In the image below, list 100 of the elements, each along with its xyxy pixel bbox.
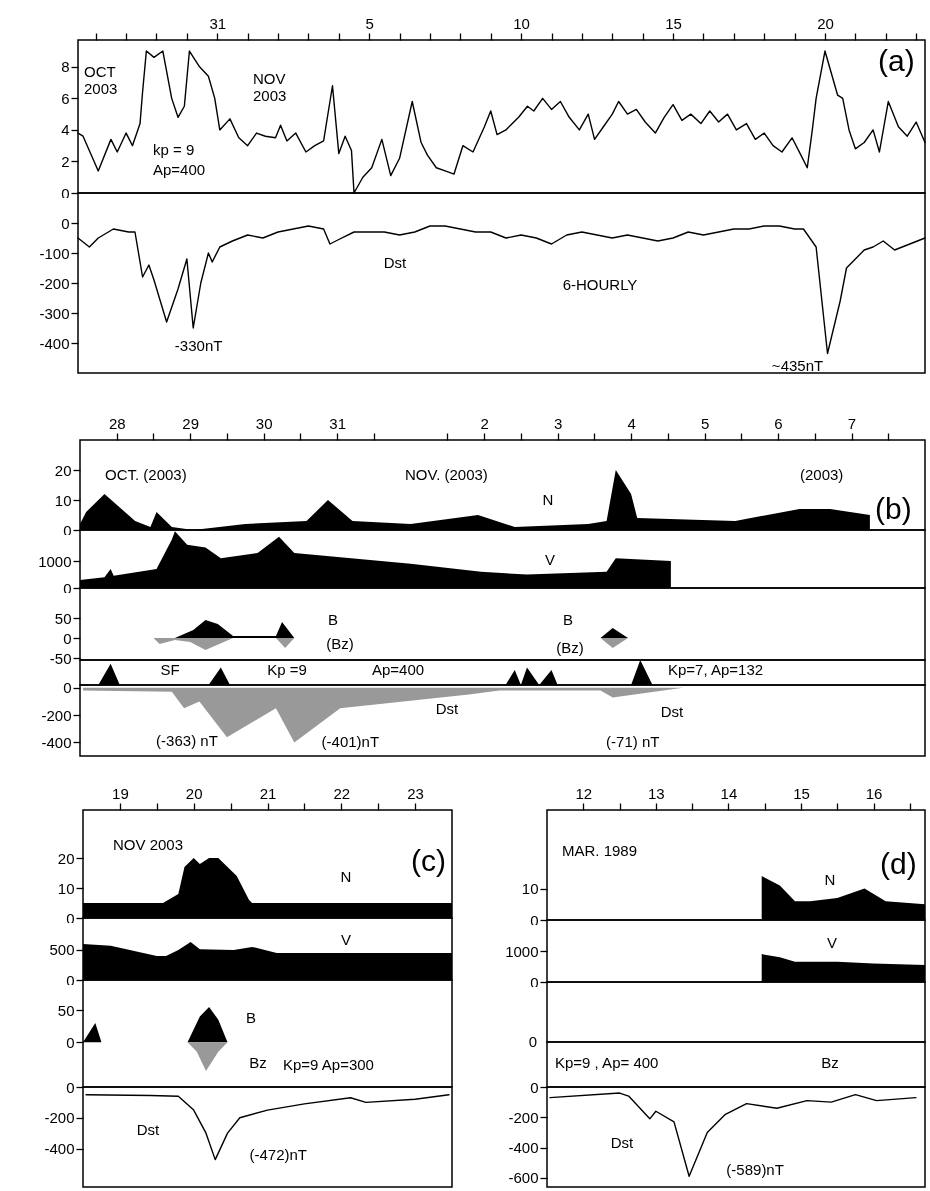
y-tick-label: -400 (39, 334, 70, 352)
annotation: V (544, 551, 556, 568)
annotation: 6-HOURLY (562, 276, 638, 293)
annotation: (Bz) (556, 639, 584, 656)
x-tick-label: 7 (847, 414, 857, 432)
x-tick-label: 4 (627, 414, 636, 432)
y-tick-label: -50 (49, 649, 72, 667)
annotation: N (824, 871, 836, 888)
y-tick-label: 0 (66, 1078, 75, 1096)
x-tick-label: 3 (553, 414, 563, 432)
text: Bz (821, 1054, 839, 1071)
y-tick-label: 10 (57, 879, 75, 897)
y-tick-label: 0 (530, 911, 539, 929)
text: Kp=9 , Ap= 400 (555, 1054, 659, 1071)
y-tick-label: 2 (61, 152, 70, 170)
annotation: Kp=7, Ap=132 (668, 661, 764, 678)
y-tick-label: -200 (41, 706, 72, 724)
y-tick-label: 50 (54, 609, 72, 627)
annotation: (a) (878, 44, 915, 77)
annotation: Dst (435, 700, 460, 717)
annotation: Dst (383, 254, 408, 271)
y-tick-label: 0 (63, 629, 72, 647)
x-tick-label: 12 (575, 784, 593, 802)
annotation: NOV 2003 (253, 70, 287, 104)
x-tick-label: 15 (793, 784, 810, 802)
y-tick-label: -200 (44, 1109, 75, 1127)
annotation: (-363) nT (156, 732, 218, 750)
x-tick-label: 15 (665, 14, 682, 32)
line-series (85, 1093, 450, 1161)
y-tick-label: 1000 (38, 552, 72, 570)
x-tick-label: 28 (108, 414, 126, 432)
y-tick-label: -300 (39, 304, 70, 322)
annotation: (-71) nT (606, 733, 660, 751)
x-tick-label: 21 (259, 784, 277, 802)
x-tick-label: 20 (185, 784, 203, 802)
x-tick-label: 29 (182, 414, 200, 432)
annotation: OCT 2003 (84, 63, 118, 97)
annotation: MAR. 1989 (562, 842, 638, 859)
y-tick-label: 0 (63, 521, 72, 539)
y-tick-label: 0 (66, 909, 75, 927)
y-tick-label: 0 (530, 973, 539, 991)
x-tick-label: 23 (407, 784, 424, 802)
y-tick-label: -200 (39, 274, 70, 292)
y-tick-label: 10 (521, 880, 539, 898)
y-tick-label: 0 (61, 184, 70, 202)
x-tick-label: 5 (365, 14, 374, 32)
y-tick-label: 6 (61, 89, 70, 107)
annotation: ~435nT (771, 356, 824, 374)
annotation: (Bz) (326, 635, 354, 652)
annotation: (2003) (800, 466, 844, 483)
x-tick-label: 31 (209, 14, 227, 32)
y-tick-label: -400 (41, 733, 72, 751)
annotation: Bz (249, 1054, 267, 1071)
y-tick-label: 0 (63, 579, 72, 597)
x-tick-label: 16 (865, 784, 883, 802)
annotation: (d) (880, 847, 917, 880)
annotation: (-589)nT (726, 1161, 784, 1179)
x-tick-label: 22 (333, 784, 351, 802)
y-tick-label: -600 (508, 1169, 539, 1187)
annotation: B (327, 611, 339, 628)
y-tick-label: 0 (61, 214, 70, 232)
x-tick-label: 19 (112, 784, 129, 802)
y-tick-label: 0 (66, 1033, 75, 1051)
y-tick-label: 0 (66, 971, 75, 989)
x-tick-label: 31 (329, 414, 347, 432)
annotation: N (542, 491, 554, 508)
y-tick-label: -400 (508, 1139, 539, 1157)
y-tick-label: 500 (49, 941, 75, 959)
y-tick-label: 1000 (505, 942, 539, 960)
x-tick-label: 6 (774, 414, 783, 432)
annotation: (b) (875, 492, 912, 525)
annotation: (c) (411, 844, 446, 877)
x-tick-label: 20 (817, 14, 834, 32)
y-tick-label: 50 (57, 1001, 75, 1019)
x-tick-label: 30 (255, 414, 273, 432)
annotation: SF (160, 661, 180, 678)
annotation: OCT. (2003) (105, 466, 187, 483)
annotation: B (562, 611, 574, 628)
annotation: V (826, 934, 838, 951)
y-tick-label: -100 (39, 244, 70, 262)
y-tick-label: 0 (530, 1078, 539, 1096)
x-tick-label: 2 (480, 414, 489, 432)
y-tick-label: 8 (61, 58, 70, 76)
annotation: NOV 2003 (113, 836, 184, 853)
annotation: NOV. (2003) (405, 466, 488, 483)
y-tick-label: 10 (54, 491, 72, 509)
y-tick-label: 0 (63, 679, 72, 697)
annotation: Dst (136, 1121, 161, 1138)
annotation: Kp =9 (267, 661, 307, 678)
annotation: Ap=400 (371, 661, 425, 678)
y-tick-label: 4 (61, 121, 70, 139)
annotation: (-401)nT (321, 733, 380, 751)
annotation: Dst (660, 703, 685, 720)
annotation: Dst (610, 1134, 635, 1151)
annotation: Ap=400 (153, 161, 206, 178)
annotation: N (340, 868, 352, 885)
annotation: (-472)nT (249, 1145, 307, 1163)
x-tick-label: 13 (648, 784, 665, 802)
y-tick-label: -400 (44, 1140, 75, 1158)
annotation: V (340, 931, 352, 948)
